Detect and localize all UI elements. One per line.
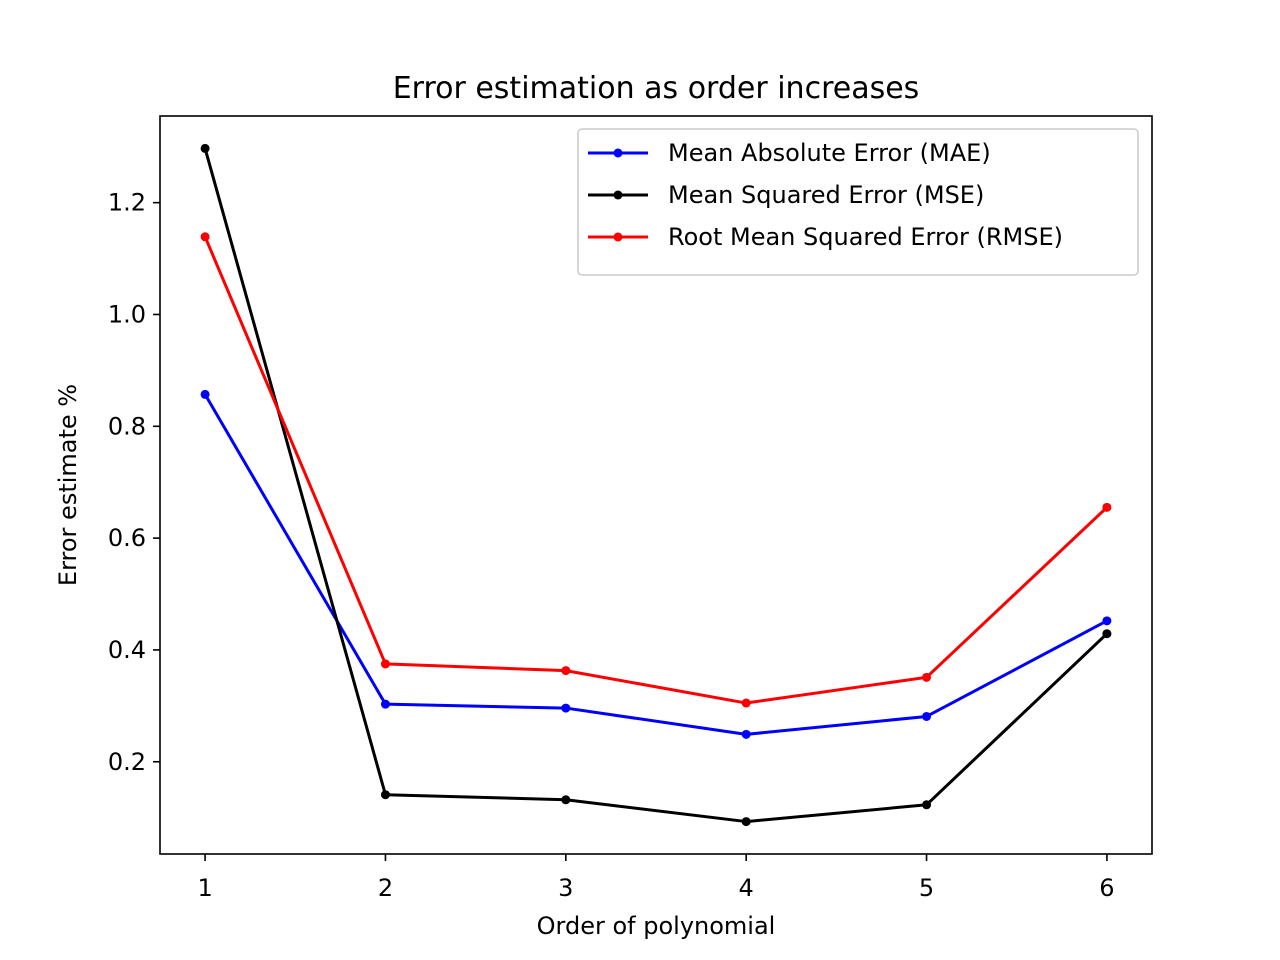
y-axis-ticks: 0.2 0.4 0.6 0.8 1.0 1.2	[108, 189, 160, 776]
series-0	[200, 389, 1112, 739]
data-point	[380, 790, 390, 800]
series-line	[203, 148, 1108, 824]
data-point	[1102, 629, 1112, 639]
data-point	[741, 698, 751, 708]
series-line	[203, 236, 1108, 705]
chart-title: Error estimation as order increases	[393, 71, 920, 106]
x-tick-label: 4	[739, 874, 754, 902]
x-tick-label: 5	[919, 874, 934, 902]
data-point	[1102, 616, 1112, 626]
y-tick-label: 0.8	[108, 412, 146, 440]
x-axis-ticks: 1 2 3 4 5 6	[197, 854, 1115, 902]
legend-label: Mean Squared Error (MSE)	[668, 181, 984, 209]
data-point	[380, 699, 390, 709]
data-point	[1102, 502, 1112, 512]
series-line	[203, 393, 1108, 736]
legend-item: Mean Squared Error (MSE)	[588, 181, 984, 209]
legend-marker	[613, 232, 623, 242]
series-layer	[200, 143, 1112, 827]
x-tick-label: 2	[378, 874, 393, 902]
x-tick-label: 6	[1099, 874, 1114, 902]
x-axis-label: Order of polynomial	[537, 912, 776, 940]
legend-item: Mean Absolute Error (MAE)	[588, 139, 991, 167]
y-tick-label: 0.4	[108, 636, 146, 664]
data-point	[741, 817, 751, 827]
data-point	[561, 666, 571, 676]
legend: Mean Absolute Error (MAE) Mean Squared Er…	[577, 128, 1139, 276]
data-point	[200, 232, 210, 242]
legend-label: Mean Absolute Error (MAE)	[668, 139, 991, 167]
legend-marker	[613, 190, 623, 200]
y-tick-label: 0.2	[108, 748, 146, 776]
data-point	[741, 729, 751, 739]
legend-box	[577, 128, 1139, 276]
x-tick-label: 1	[197, 874, 212, 902]
y-tick-label: 1.0	[108, 300, 146, 328]
data-point	[200, 389, 210, 399]
data-point	[380, 659, 390, 669]
data-point	[561, 795, 571, 805]
data-point	[922, 800, 932, 810]
x-tick-label: 3	[558, 874, 573, 902]
legend-marker	[613, 148, 623, 158]
legend-label: Root Mean Squared Error (RMSE)	[668, 223, 1063, 251]
data-point	[200, 143, 210, 153]
data-point	[561, 703, 571, 713]
y-axis-label: Error estimate %	[54, 384, 82, 586]
data-point	[922, 672, 932, 682]
y-tick-label: 0.6	[108, 524, 146, 552]
series-2	[200, 232, 1112, 708]
legend-item: Root Mean Squared Error (RMSE)	[588, 223, 1063, 251]
y-tick-label: 1.2	[108, 189, 146, 217]
series-1	[200, 143, 1112, 827]
plot-area-frame	[159, 115, 1153, 855]
data-point	[922, 711, 932, 721]
